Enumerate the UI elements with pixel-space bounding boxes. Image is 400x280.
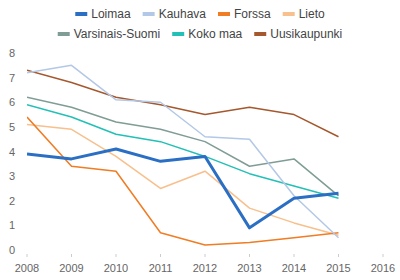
x-tick: [71, 254, 72, 257]
series-line: [27, 117, 339, 245]
legend-item: Varsinais-Suomi: [58, 27, 160, 41]
legend: Loimaa Kauhava Forssa Lieto Varsinais-Suomi K…: [58, 7, 343, 41]
series-line: [27, 149, 339, 228]
x-tick: [249, 254, 250, 257]
series-line: [27, 70, 339, 136]
x-tick: [338, 254, 339, 257]
legend-label: Koko maa: [188, 27, 242, 41]
x-tick: [27, 254, 28, 257]
legend-label: Varsinais-Suomi: [74, 27, 160, 41]
legend-label: Lieto: [299, 7, 325, 21]
y-tick-label: 6: [9, 96, 15, 108]
legend-swatch: [283, 12, 295, 16]
legend-item: Koko maa: [172, 27, 242, 41]
legend-swatch: [58, 32, 70, 36]
y-tick-label: 5: [9, 121, 15, 133]
x-tick-label: 2013: [237, 262, 261, 274]
legend-swatch: [218, 12, 230, 16]
y-tick-label: 2: [9, 195, 15, 207]
series-line: [27, 65, 339, 237]
x-tick-label: 2012: [193, 262, 217, 274]
x-tick-label: 2009: [59, 262, 83, 274]
x-tick: [294, 254, 295, 257]
legend-swatch: [143, 12, 155, 16]
legend-swatch: [75, 12, 87, 16]
legend-item: Forssa: [218, 7, 271, 21]
x-tick: [160, 254, 161, 257]
plot-area: [27, 65, 339, 245]
x-tick: [116, 254, 117, 257]
y-tick-label: 3: [9, 170, 15, 182]
y-tick-label: 8: [9, 47, 15, 59]
legend-swatch: [254, 32, 266, 36]
legend-item: Loimaa: [75, 7, 131, 21]
y-tick-label: 0: [9, 244, 15, 256]
legend-label: Uusikaupunki: [270, 27, 342, 41]
x-tick: [205, 254, 206, 257]
y-tick-label: 7: [9, 72, 15, 84]
legend-label: Forssa: [234, 7, 271, 21]
chart: Loimaa Kauhava Forssa Lieto Varsinais-Suomi K…: [0, 0, 400, 280]
legend-label: Kauhava: [159, 7, 207, 21]
x-tick-label: 2015: [326, 262, 350, 274]
y-tick-label: 1: [9, 219, 15, 231]
legend-item: Lieto: [283, 7, 325, 21]
legend-label: Loimaa: [91, 7, 131, 21]
series-line: [27, 97, 339, 196]
series-line: [27, 124, 339, 235]
x-tick-label: 2011: [149, 262, 173, 274]
legend-item: Uusikaupunki: [254, 27, 342, 41]
y-tick-label: 4: [9, 146, 15, 158]
legend-item: Kauhava: [143, 7, 207, 21]
x-tick-label: 2014: [282, 262, 306, 274]
x-tick-label: 2008: [15, 262, 39, 274]
x-tick-label: 2010: [104, 262, 128, 274]
x-tick: [383, 254, 384, 257]
legend-swatch: [172, 32, 184, 36]
x-tick-label: 2016: [371, 262, 395, 274]
